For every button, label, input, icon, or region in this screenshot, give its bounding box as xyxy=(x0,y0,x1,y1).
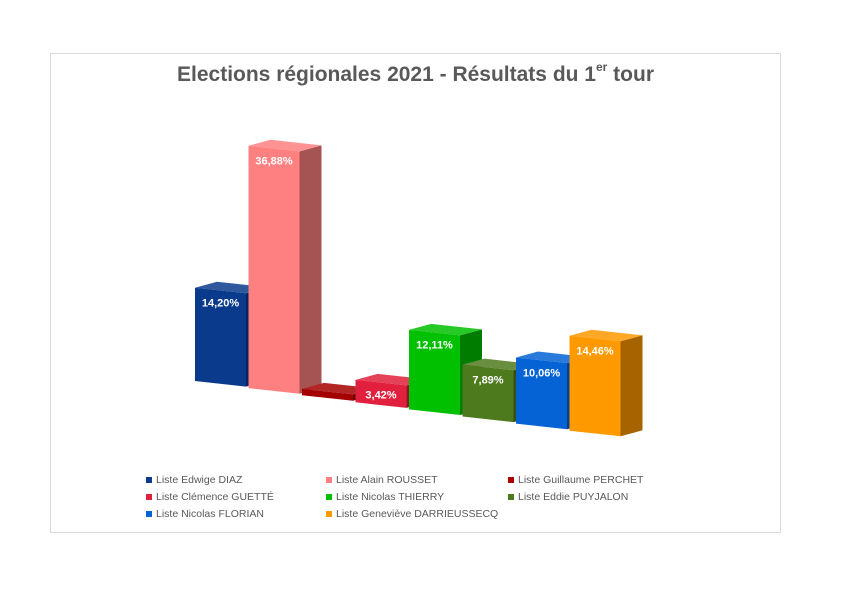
chart-title-main: Elections régionales 2021 - Résultats du… xyxy=(177,63,596,86)
legend-item-6: Liste Nicolas FLORIAN xyxy=(146,507,326,521)
data-label-1: 36,88% xyxy=(255,156,293,168)
legend-item-5: Liste Eddie PUYJALON xyxy=(508,490,688,504)
chart-title: Elections régionales 2021 - Résultats du… xyxy=(50,60,781,87)
data-label-6: 10,06% xyxy=(523,367,561,379)
legend-swatch-1 xyxy=(326,477,332,483)
bar-7 xyxy=(569,335,621,437)
legend-swatch-7 xyxy=(326,511,332,517)
data-label-0: 14,20% xyxy=(202,298,240,310)
bar-top-7 xyxy=(569,329,643,342)
legend-item-0: Liste Edwige DIAZ xyxy=(146,473,326,487)
legend-swatch-0 xyxy=(146,477,152,483)
bar-1 xyxy=(248,145,300,394)
bar-6 xyxy=(516,357,567,430)
legend-label-3: Liste Clémence GUETTÉ xyxy=(156,491,274,503)
chart-title-superscript: er xyxy=(596,60,608,74)
chart-frame xyxy=(50,53,781,533)
legend-swatch-2 xyxy=(508,477,514,483)
bar-top-1 xyxy=(248,139,322,152)
data-label-5: 7,89% xyxy=(472,374,503,386)
data-label-7: 14,46% xyxy=(576,345,614,357)
bar-top-4 xyxy=(409,323,482,336)
bar-3 xyxy=(355,379,407,408)
bars-group xyxy=(195,139,643,437)
data-label-4: 12,11% xyxy=(416,340,453,352)
bar-4 xyxy=(409,329,460,415)
legend-item-1: Liste Alain ROUSSET xyxy=(326,473,508,487)
legend-item-3: Liste Clémence GUETTÉ xyxy=(146,490,326,504)
chart-title-tail: tour xyxy=(607,63,654,86)
legend-label-2: Liste Guillaume PERCHET xyxy=(518,474,644,486)
legend-swatch-5 xyxy=(508,494,514,500)
data-label-2: 0,97% xyxy=(312,399,343,411)
data-label-3: 3,42% xyxy=(365,390,396,402)
legend-item-2: Liste Guillaume PERCHET xyxy=(508,473,688,487)
legend-label-4: Liste Nicolas THIERRY xyxy=(336,491,445,503)
legend-label-5: Liste Eddie PUYJALON xyxy=(518,491,629,503)
legend-swatch-4 xyxy=(326,494,332,500)
chart-legend: Liste Edwige DIAZ Liste Alain ROUSSET List… xyxy=(146,473,706,521)
legend-label-6: Liste Nicolas FLORIAN xyxy=(156,508,264,520)
legend-swatch-6 xyxy=(146,511,152,517)
bar-side-7 xyxy=(620,335,643,437)
legend-label-0: Liste Edwige DIAZ xyxy=(156,474,243,486)
legend-item-7: Liste Geneviève DARRIEUSSECQ xyxy=(326,507,508,521)
bar-0 xyxy=(195,287,246,387)
bar-2 xyxy=(302,388,353,401)
bar-5 xyxy=(462,364,514,423)
legend-label-7: Liste Geneviève DARRIEUSSECQ xyxy=(336,508,499,520)
legend-swatch-3 xyxy=(146,494,152,500)
legend-label-1: Liste Alain ROUSSET xyxy=(336,474,438,486)
legend-item-4: Liste Nicolas THIERRY xyxy=(326,490,508,504)
bar-side-1 xyxy=(299,145,322,394)
